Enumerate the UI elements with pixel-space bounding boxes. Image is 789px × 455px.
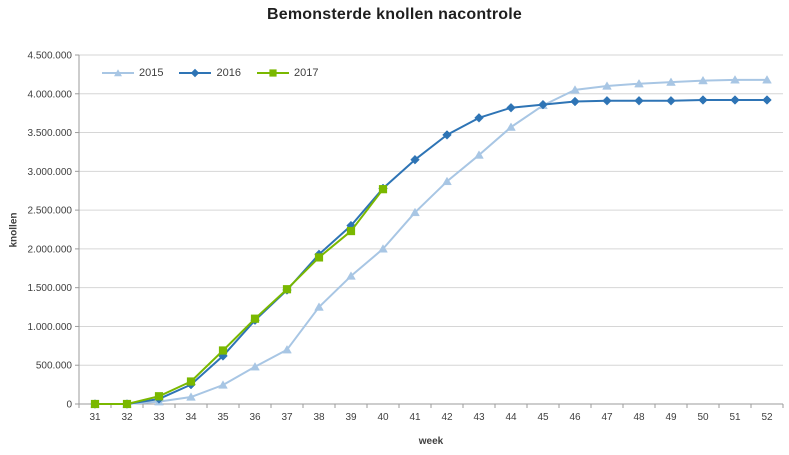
series-line-2015 [95, 78, 767, 405]
legend-item-2016: 2016 [179, 67, 241, 79]
data-point [218, 380, 228, 389]
data-point [250, 362, 260, 371]
x-tick-label: 48 [633, 412, 645, 423]
x-tick-label: 33 [153, 412, 165, 423]
data-point [122, 399, 132, 409]
data-point [442, 130, 452, 140]
x-tick-label: 40 [377, 412, 389, 423]
x-tick-label: 41 [409, 412, 421, 423]
data-point [762, 95, 772, 105]
x-tick-label: 49 [665, 412, 677, 423]
legend-marker-square-icon [256, 69, 289, 77]
y-tick-label: 1.500.000 [28, 283, 73, 294]
data-point [698, 95, 708, 105]
data-point [186, 392, 196, 401]
data-point [90, 399, 100, 409]
y-tick-label: 1.000.000 [28, 322, 73, 333]
data-point [378, 244, 388, 253]
x-tick-label: 31 [89, 412, 101, 423]
data-point [506, 122, 516, 131]
series-line-2017 [95, 188, 384, 405]
x-tick-label: 42 [441, 412, 453, 423]
y-tick-label: 3.000.000 [28, 167, 73, 178]
x-tick-label: 36 [249, 412, 261, 423]
x-tick-label: 38 [313, 412, 325, 423]
x-tick-label: 51 [729, 412, 741, 423]
data-point [762, 75, 772, 84]
data-point [570, 96, 580, 107]
x-tick-label: 37 [281, 412, 293, 423]
x-tick-label: 39 [345, 412, 357, 423]
legend-item-2015: 2015 [102, 67, 163, 79]
x-tick-label: 34 [185, 412, 197, 423]
data-point [666, 77, 676, 86]
data-point [410, 154, 420, 165]
y-tick-label: 4.500.000 [28, 51, 73, 62]
legend: 2015 2016 2017 [102, 67, 318, 79]
data-point [730, 75, 740, 84]
chart-title: Bemonsterde knollen nacontrole [267, 6, 522, 23]
data-point [314, 253, 324, 262]
x-axis-title: week [418, 436, 444, 447]
data-point [346, 226, 356, 236]
x-tick-label: 47 [601, 412, 613, 423]
legend-label-2015: 2015 [139, 67, 164, 79]
data-point [634, 78, 644, 88]
y-tick-label: 0 [66, 400, 72, 411]
data-point [378, 185, 388, 194]
data-point [666, 96, 676, 106]
data-point [410, 207, 420, 217]
data-point [474, 150, 484, 159]
data-point [250, 314, 260, 323]
legend-marker-triangle-icon [102, 69, 134, 77]
data-point [282, 345, 292, 354]
legend-label-2017: 2017 [293, 67, 319, 79]
legend-marker-diamond-icon [179, 68, 212, 78]
data-point [506, 102, 516, 113]
x-tick-label: 45 [537, 412, 549, 423]
x-tick-label: 43 [473, 412, 485, 423]
x-tick-label: 44 [505, 412, 517, 423]
data-point [602, 81, 612, 90]
data-point [602, 96, 612, 106]
x-tick-label: 50 [697, 412, 709, 423]
data-point [730, 95, 740, 105]
data-point [186, 377, 196, 386]
x-tick-label: 32 [121, 412, 133, 423]
data-point [282, 285, 292, 294]
x-tick-label: 52 [761, 412, 773, 423]
x-tick-label: 35 [217, 412, 229, 423]
data-point [538, 99, 548, 110]
x-tick-label: 46 [569, 412, 581, 423]
legend-label-2016: 2016 [216, 67, 241, 79]
y-tick-label: 2.500.000 [28, 206, 73, 217]
series-line-2016 [95, 98, 767, 405]
y-tick-label: 2.000.000 [28, 244, 73, 255]
data-point [634, 96, 644, 106]
data-point [442, 176, 452, 186]
data-point [346, 271, 356, 280]
data-point [698, 75, 708, 85]
y-tick-label: 500.000 [36, 361, 73, 372]
data-point [218, 346, 228, 355]
data-point [570, 85, 580, 94]
y-tick-label: 4.000.000 [28, 89, 73, 100]
data-point [314, 302, 324, 311]
data-point [474, 113, 484, 123]
data-point [154, 392, 164, 401]
y-tick-label: 3.500.000 [28, 128, 73, 139]
legend-item-2017: 2017 [256, 67, 319, 79]
